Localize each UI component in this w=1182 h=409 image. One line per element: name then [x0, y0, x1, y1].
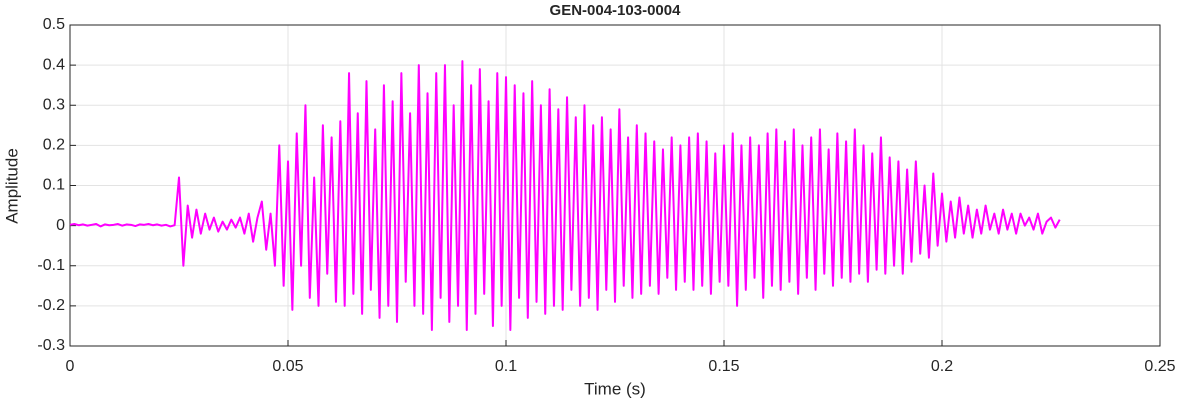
x-tick-label: 0.2	[931, 358, 953, 375]
plot-frame	[69, 24, 1161, 347]
x-axis-label: Time (s)	[584, 379, 646, 398]
waveform-line	[69, 60, 1061, 331]
x-tick-label: 0	[66, 358, 75, 375]
y-tick-label: -0.1	[37, 257, 65, 274]
y-tick-label: 0	[56, 217, 65, 234]
x-tick-label: 0.05	[272, 358, 303, 375]
y-axis-label: Amplitude	[2, 148, 21, 224]
y-tick-label: 0.5	[43, 16, 65, 33]
x-tick-label: 0.25	[1144, 358, 1175, 375]
y-tick-label: 0.1	[43, 177, 65, 194]
y-tick-label: 0.3	[43, 96, 65, 113]
y-tick-label: 0.2	[43, 137, 65, 154]
y-tick-label: -0.2	[37, 297, 65, 314]
x-tick-label: 0.1	[495, 358, 517, 375]
x-tick-label: 0.15	[708, 358, 739, 375]
chart-title: GEN-004-103-0004	[550, 2, 682, 19]
y-tick-label: -0.3	[37, 337, 65, 354]
y-tick-label: 0.4	[43, 56, 65, 73]
